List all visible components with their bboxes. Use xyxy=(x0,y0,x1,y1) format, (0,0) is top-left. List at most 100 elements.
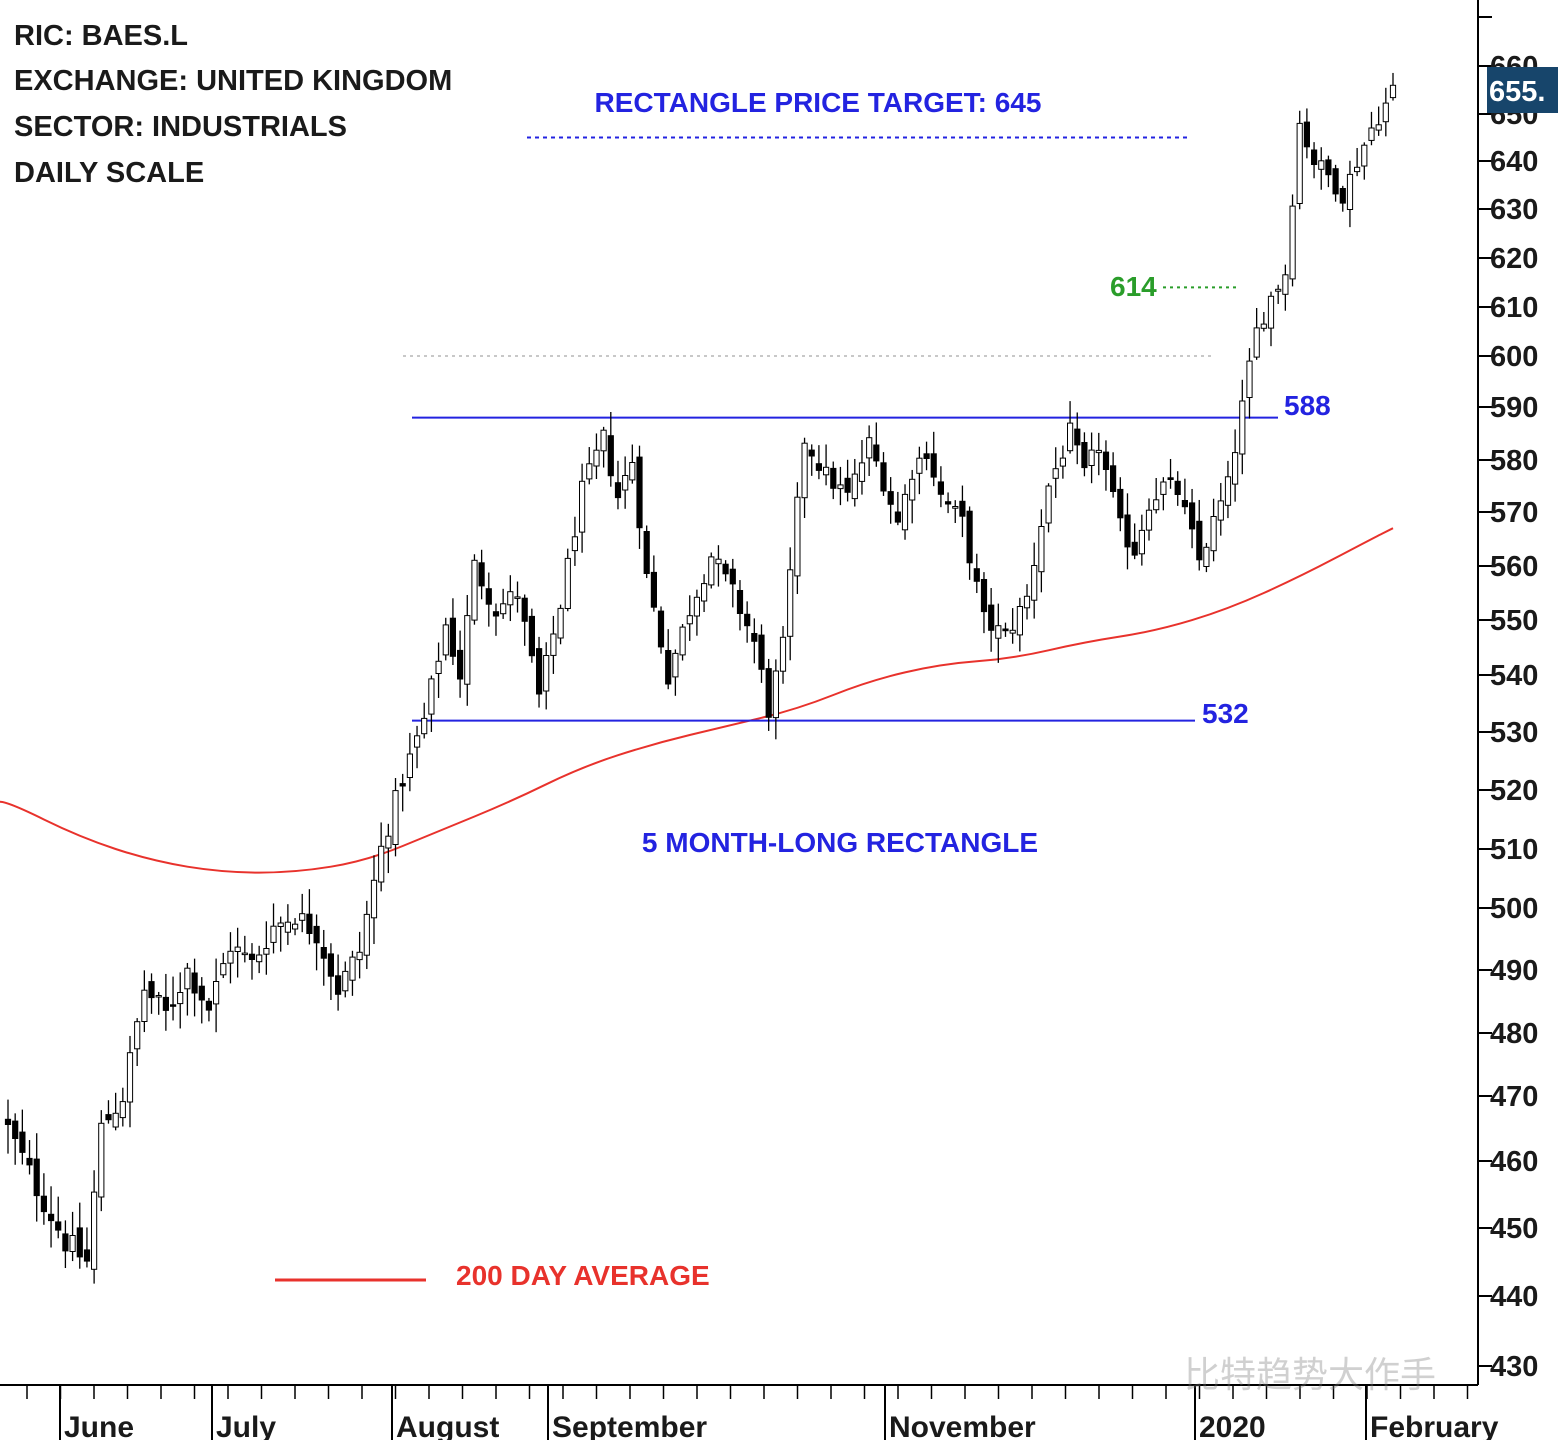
candle-body xyxy=(507,591,514,606)
candle-body xyxy=(607,435,614,477)
candle-body xyxy=(779,636,787,672)
candle-body xyxy=(191,972,198,994)
candle-body xyxy=(1167,477,1174,480)
candle-body xyxy=(1038,526,1045,573)
candle-body xyxy=(715,558,722,565)
candle-body xyxy=(1124,514,1131,548)
candle-body xyxy=(1282,274,1289,295)
candle-body xyxy=(787,569,794,637)
candle-body xyxy=(808,449,815,457)
candle-body xyxy=(1296,122,1303,204)
candle-body xyxy=(313,925,320,944)
candle-body xyxy=(1325,159,1332,176)
candle-body xyxy=(1095,449,1102,454)
candle-body xyxy=(19,1131,26,1153)
y-tick-label: 600 xyxy=(1490,341,1538,373)
candle-body xyxy=(356,951,363,961)
candle-body xyxy=(83,1249,91,1262)
candle-body xyxy=(205,1000,213,1011)
candle-body xyxy=(1131,541,1138,556)
y-tick-label: 620 xyxy=(1490,243,1538,275)
candle-body xyxy=(550,633,557,656)
candle-body xyxy=(923,453,930,459)
y-tick-label: 440 xyxy=(1490,1281,1538,1313)
y-tick-label: 640 xyxy=(1490,146,1538,178)
candle-body xyxy=(1081,442,1088,469)
y-tick-label: 470 xyxy=(1490,1081,1538,1113)
candle-body xyxy=(571,536,578,552)
candle-body xyxy=(1153,499,1160,511)
candle-body xyxy=(363,913,370,956)
pattern-label: 5 MONTH-LONG RECTANGLE xyxy=(642,827,1038,858)
last-price-label: 655. xyxy=(1489,76,1545,108)
candle-body xyxy=(1074,428,1081,446)
candle-body xyxy=(378,845,385,883)
x-tick-label: August xyxy=(396,1411,499,1440)
y-tick-label: 550 xyxy=(1490,605,1538,637)
candle-body xyxy=(966,510,973,564)
candle-body xyxy=(901,493,909,531)
x-tick-label: November xyxy=(889,1411,1036,1440)
candle-body xyxy=(457,649,464,680)
candle-body xyxy=(858,462,866,482)
candle-body xyxy=(170,1004,177,1007)
candle-body xyxy=(880,462,887,492)
candle-body xyxy=(4,1118,12,1126)
candle-body xyxy=(629,462,636,481)
candle-body xyxy=(162,996,170,1011)
candle-body xyxy=(299,913,306,921)
annotations: RECTANGLE PRICE TARGET: 645 614 588 532 5 MO… xyxy=(275,87,1331,1291)
candle-body xyxy=(600,429,607,452)
y-tick-label: 540 xyxy=(1490,660,1538,692)
candle-body xyxy=(722,563,729,575)
candle-body xyxy=(105,1114,112,1121)
candle-body xyxy=(980,579,988,613)
candle-body xyxy=(650,571,657,608)
candle-body xyxy=(937,481,944,495)
candle-body xyxy=(26,1157,33,1166)
candle-body xyxy=(62,1233,69,1252)
candle-body xyxy=(33,1158,40,1197)
candle-body xyxy=(1217,500,1224,521)
candle-body xyxy=(672,652,679,678)
candle-body xyxy=(1210,516,1217,552)
candle-body xyxy=(98,1122,105,1198)
candle-body xyxy=(1354,166,1361,173)
candle-body xyxy=(701,583,708,602)
candle-body xyxy=(744,613,751,627)
candle-body xyxy=(1224,476,1232,506)
candle-body xyxy=(1267,295,1275,329)
candle-body xyxy=(1189,502,1196,530)
sector-label: SECTOR: INDUSTRIALS xyxy=(14,111,347,143)
candle-body xyxy=(471,559,478,621)
candle-body xyxy=(622,475,629,491)
candle-body xyxy=(815,463,822,471)
candle-body xyxy=(521,597,528,622)
candle-body xyxy=(1138,529,1146,555)
candle-body xyxy=(1275,288,1282,292)
candle-body xyxy=(837,484,844,490)
x-tick-label: June xyxy=(64,1411,134,1440)
candle-body xyxy=(1002,628,1009,632)
candle-body xyxy=(1339,188,1346,204)
x-tick-label: July xyxy=(216,1411,276,1440)
y-tick-label: 580 xyxy=(1490,445,1538,477)
candle-body xyxy=(1361,144,1368,167)
candle-body xyxy=(485,588,492,605)
candle-body xyxy=(643,531,650,574)
candle-body xyxy=(40,1195,47,1213)
candle-body xyxy=(464,615,471,685)
candle-body xyxy=(392,790,399,845)
candle-body xyxy=(657,610,665,648)
candle-body xyxy=(277,922,284,927)
y-tick-label: 590 xyxy=(1490,392,1538,424)
candle-body xyxy=(514,596,521,599)
x-tick-label: February xyxy=(1370,1411,1499,1440)
candle-body xyxy=(894,511,901,523)
candle-body xyxy=(830,467,837,489)
candle-body xyxy=(148,981,155,999)
candle-body xyxy=(557,607,564,639)
candle-body xyxy=(414,735,421,748)
